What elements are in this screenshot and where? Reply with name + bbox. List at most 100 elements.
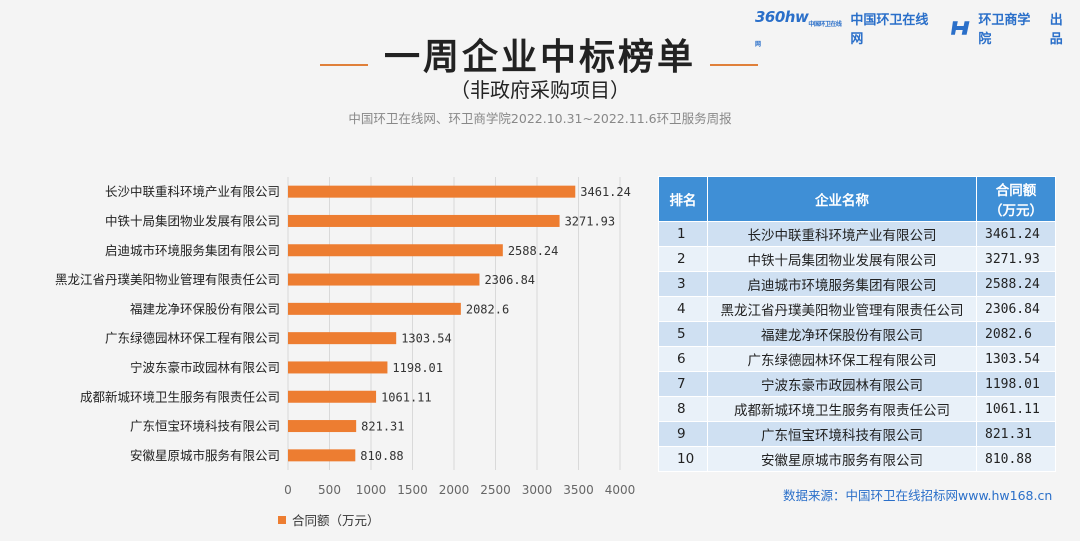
amount-cell: 2306.84 [976,296,1056,322]
bar [288,185,576,198]
company-cell: 长沙中联重科环境产业有限公司 [707,221,977,247]
table-row: 3 启迪城市环境服务集团有限公司 2588.24 [658,271,1056,297]
title-decor-left [320,64,368,66]
chart-x-ticks: 0 500 1000 1500 2000 2500 3000 3500 4000 [284,483,635,497]
company-cell: 成都新城环境卫生服务有限责任公司 [707,396,977,422]
chart-value-labels: 3461.24 3271.93 2588.24 2306.84 2082.6 1303.5… [360,185,631,463]
company-cell: 福建龙净环保股份有限公司 [707,321,977,347]
amount-cell: 821.31 [976,421,1056,447]
category-label: 启迪城市环境服务集团有限公司 [105,243,280,258]
x-tick-label: 500 [318,483,341,497]
bar [288,273,480,286]
report-source: 中国环卫在线网、环卫商学院2022.10.31~2022.11.6环卫服务周报 [348,111,732,126]
amount-cell: 810.88 [976,446,1056,472]
bar [288,420,357,433]
category-label: 长沙中联重科环境产业有限公司 [105,184,280,199]
bar-value-label: 2588.24 [508,244,559,258]
rank-cell: 5 [658,321,708,347]
bar-value-label: 1061.11 [381,390,432,404]
bar-value-label: 2306.84 [484,273,535,287]
bar-value-label: 3271.93 [565,214,616,228]
bar [288,361,388,374]
rank-cell: 2 [658,246,708,272]
bar [288,302,461,315]
bar [288,449,356,462]
rank-cell: 7 [658,371,708,397]
table-row: 2 中铁十局集团物业发展有限公司 3271.93 [658,246,1056,272]
rank-cell: 1 [658,221,708,247]
bar [288,390,377,403]
title-decor-right [710,64,758,66]
bar [288,244,503,257]
x-tick-label: 2500 [480,483,511,497]
rank-cell: 9 [658,421,708,447]
brand-produced-by: 出品 [1049,13,1063,47]
bar-chart: 长沙中联重科环境产业有限公司中铁十局集团物业发展有限公司启迪城市环境服务集团有限… [55,177,635,497]
company-cell: 黑龙江省丹璞美阳物业管理有限责任公司 [707,296,977,322]
x-tick-label: 3000 [522,483,553,497]
bar-value-label: 1198.01 [392,361,443,375]
bar [288,214,560,227]
bar-value-label: 3461.24 [580,185,631,199]
logo-360hw: 360hw中国环卫在线网 [755,8,842,48]
category-label: 广东恒宝环境科技有限公司 [130,419,280,434]
table-header-row: 排名 企业名称 合同额 （万元） [658,176,1056,222]
hw-school-logo-icon [951,21,970,35]
amount-cell: 2588.24 [976,271,1056,297]
header-rank: 排名 [658,176,708,222]
category-label: 广东绿德园林环保工程有限公司 [105,331,280,346]
bar-value-label: 821.31 [361,420,404,434]
table-row: 1 长沙中联重科环境产业有限公司 3461.24 [658,221,1056,247]
table-row: 6 广东绿德园林环保工程有限公司 1303.54 [658,346,1056,372]
table-row: 7 宁波东豪市政园林有限公司 1198.01 [658,371,1056,397]
category-label: 宁波东豪市政园林有限公司 [130,360,280,375]
legend-swatch [278,515,286,524]
category-label: 福建龙净环保股份有限公司 [130,301,280,316]
x-tick-label: 4000 [605,483,636,497]
bar-value-label: 810.88 [360,449,403,463]
company-cell: 广东绿德园林环保工程有限公司 [707,346,977,372]
x-tick-label: 1500 [397,483,428,497]
brand-bar: 360hw中国环卫在线网 中国环卫在线网 环卫商学院 出品 [755,8,1075,48]
category-label: 中铁十局集团物业发展有限公司 [105,213,280,228]
data-source: 数据来源：中国环卫在线招标网www.hw168.cn [783,488,1053,503]
x-tick-label: 3500 [563,483,594,497]
header-amount: 合同额 （万元） [976,176,1056,222]
company-cell: 广东恒宝环境科技有限公司 [707,421,977,447]
rank-cell: 4 [658,296,708,322]
table-row: 10 安徽星原城市服务有限公司 810.88 [658,446,1056,472]
company-cell: 安徽星原城市服务有限公司 [707,446,977,472]
x-tick-label: 2000 [439,483,470,497]
amount-cell: 3271.93 [976,246,1056,272]
company-cell: 宁波东豪市政园林有限公司 [707,371,977,397]
legend-label: 合同额（万元） [292,513,380,528]
amount-cell: 1198.01 [976,371,1056,397]
ranking-table: 排名 企业名称 合同额 （万元） 1 长沙中联重科环境产业有限公司 3461.24 2 中… [658,176,1056,472]
x-tick-label: 1000 [356,483,387,497]
bar-value-label: 1303.54 [401,332,452,346]
category-label: 黑龙江省丹璞美阳物业管理有限责任公司 [55,272,280,287]
rank-cell: 10 [658,446,708,472]
company-cell: 中铁十局集团物业发展有限公司 [707,246,977,272]
site-name: 中国环卫在线网 [850,13,929,47]
school-name: 环卫商学院 [978,13,1031,47]
amount-cell: 1303.54 [976,346,1056,372]
page-subtitle: （非政府采购项目） [450,78,630,102]
page-title: 一周企业中标榜单 [383,37,696,78]
category-label: 安徽星原城市服务有限公司 [130,448,280,463]
table-row: 4 黑龙江省丹璞美阳物业管理有限责任公司 2306.84 [658,296,1056,322]
company-cell: 启迪城市环境服务集团有限公司 [707,271,977,297]
amount-cell: 1061.11 [976,396,1056,422]
table-row: 8 成都新城环境卫生服务有限责任公司 1061.11 [658,396,1056,422]
rank-cell: 8 [658,396,708,422]
table-row: 5 福建龙净环保股份有限公司 2082.6 [658,321,1056,347]
x-tick-label: 0 [284,483,292,497]
rank-cell: 3 [658,271,708,297]
category-label: 成都新城环境卫生服务有限责任公司 [80,389,280,404]
bar [288,332,397,345]
chart-bars [288,185,576,462]
amount-cell: 3461.24 [976,221,1056,247]
table-row: 9 广东恒宝环境科技有限公司 821.31 [658,421,1056,447]
chart-legend: 合同额（万元） [278,510,380,529]
rank-cell: 6 [658,346,708,372]
